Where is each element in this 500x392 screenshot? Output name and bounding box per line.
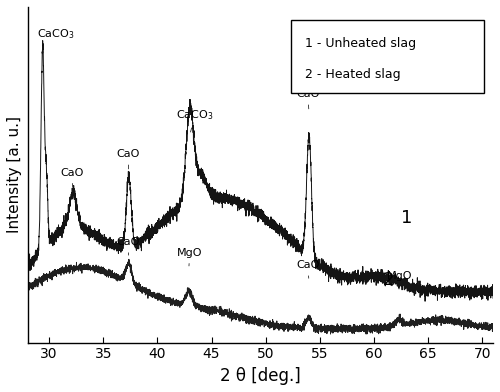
Text: CaCO$_3$: CaCO$_3$: [176, 109, 214, 132]
Text: 1: 1: [401, 209, 412, 227]
Bar: [290, 20, 484, 93]
Text: 2: 2: [382, 270, 394, 289]
Text: CaO: CaO: [116, 237, 140, 255]
X-axis label: 2 θ [deg.]: 2 θ [deg.]: [220, 367, 300, 385]
Text: CaO: CaO: [60, 168, 84, 187]
Text: CaO: CaO: [296, 89, 320, 109]
Text: CaO: CaO: [116, 149, 140, 169]
Text: CaO: CaO: [296, 260, 320, 278]
Text: MgO: MgO: [387, 271, 412, 289]
Text: CaCO$_3$: CaCO$_3$: [37, 27, 74, 45]
Text: 1 - Unheated slag: 1 - Unheated slag: [304, 37, 416, 50]
Text: 2 - Heated slag: 2 - Heated slag: [304, 67, 400, 81]
Text: MgO: MgO: [177, 248, 203, 266]
Y-axis label: Intensity [a. u.]: Intensity [a. u.]: [7, 116, 22, 233]
